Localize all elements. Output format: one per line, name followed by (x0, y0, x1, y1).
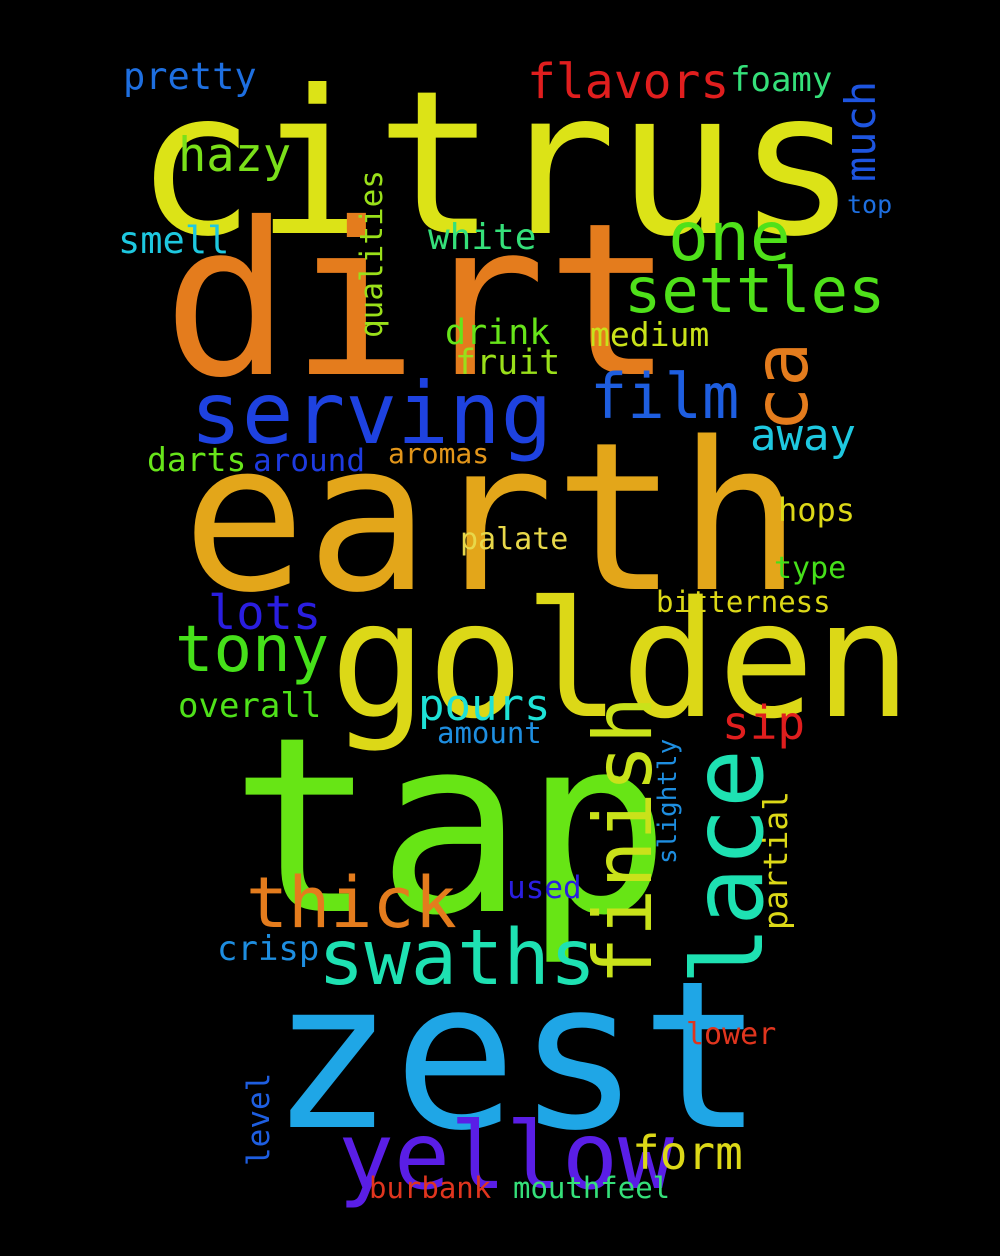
word-bitterness: bitterness (656, 585, 831, 619)
word-foamy: foamy (730, 60, 833, 100)
word-medium: medium (590, 315, 710, 354)
word-settles: settles (624, 254, 886, 327)
word-thick: thick (246, 862, 457, 944)
word-golden: golden (330, 567, 912, 754)
word-overall: overall (178, 686, 322, 726)
word-one: one (668, 198, 791, 277)
word-darts: darts (147, 440, 247, 479)
word-around: around (253, 443, 365, 479)
word-qualities: qualities (354, 170, 390, 338)
word-sip: sip (722, 696, 806, 750)
word-used: used (507, 870, 582, 906)
word-pretty: pretty (123, 55, 257, 98)
word-lower: lower (686, 1017, 777, 1052)
word-pours: pours (418, 680, 551, 731)
word-film: film (590, 360, 740, 433)
word-lots: lots (208, 586, 322, 641)
word-white: white (428, 217, 537, 258)
word-swaths: swaths (318, 914, 597, 1003)
word-palate: palate (460, 522, 569, 557)
word-dirt: dirt (163, 177, 674, 424)
word-finish: finish (577, 696, 670, 985)
word-earth: earth (182, 398, 803, 638)
word-serving: serving (190, 364, 553, 464)
word-tap: tap (230, 685, 671, 969)
word-away: away (750, 410, 856, 461)
word-hazy: hazy (178, 128, 292, 183)
word-flavors: flavors (527, 54, 730, 110)
word-smell: smell (118, 219, 230, 262)
word-aromas: aromas (388, 437, 490, 470)
word-yellow: yellow (338, 1102, 674, 1210)
word-citrus: citrus (135, 48, 858, 281)
word-amount: amount (437, 716, 542, 750)
word-form: form (632, 1126, 743, 1180)
word-burbank: burbank (369, 1171, 492, 1205)
word-mouthfeel: mouthfeel (513, 1171, 671, 1205)
word-crisp: crisp (217, 929, 320, 969)
word-hops: hops (778, 491, 856, 529)
word-drink: drink (445, 313, 551, 353)
word-level: level (241, 1072, 277, 1166)
word-much: much (836, 80, 885, 182)
word-type: type (774, 551, 847, 586)
word-partial: partial (756, 790, 795, 930)
word-tony: tony (175, 613, 330, 687)
word-fruit: fruit (455, 343, 561, 383)
word-zest: zest (270, 938, 764, 1176)
word-slightly: slightly (653, 738, 683, 864)
word-top: top (847, 190, 893, 219)
